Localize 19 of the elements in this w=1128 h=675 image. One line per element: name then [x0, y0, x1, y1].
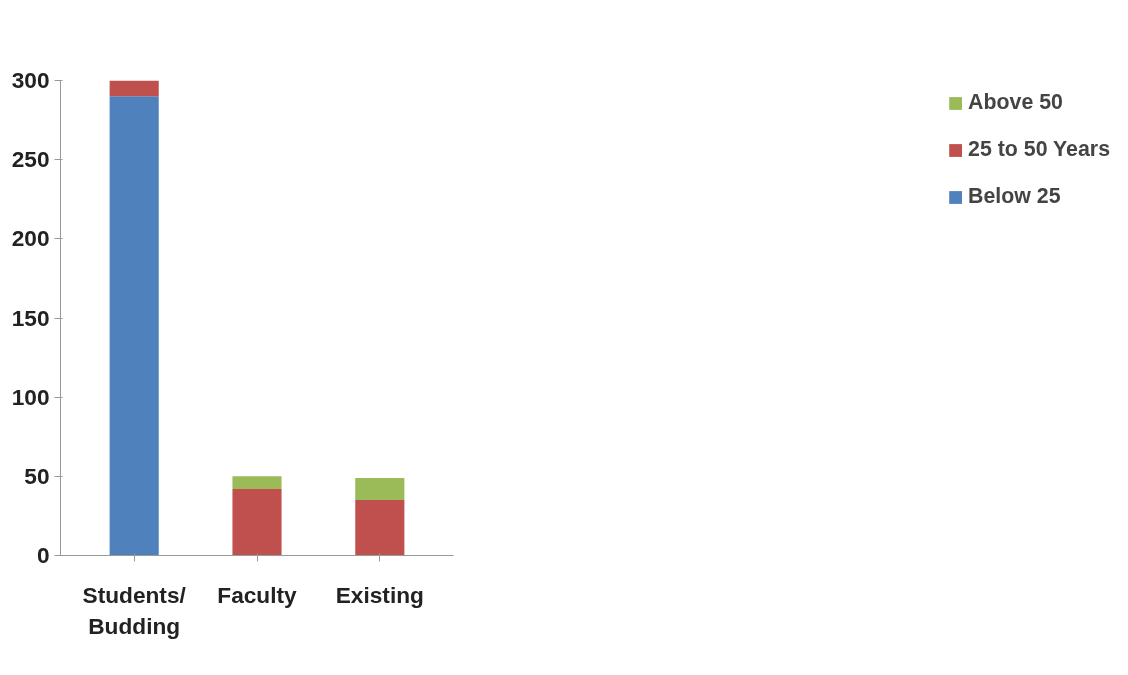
legend-label: Above 50 [968, 90, 1063, 115]
y-tick-label: 200 [11, 225, 50, 252]
legend-label: Below 25 [968, 184, 1061, 209]
bar [232, 476, 282, 489]
y-tick-label: 300 [11, 67, 50, 93]
y-tick-label: 250 [11, 146, 50, 173]
y-tick-label: 50 [24, 462, 50, 489]
y-tick-label: 0 [36, 542, 50, 568]
x-tick-label: Students/ Budding [82, 581, 187, 639]
bar [355, 500, 405, 556]
bar [232, 489, 282, 556]
y-tick-label: 100 [11, 383, 50, 410]
bar [109, 96, 159, 556]
bar [109, 80, 159, 97]
x-tick-label: Faculty [217, 581, 298, 608]
y-tick-label: 150 [11, 304, 50, 331]
legend-label: 25 to 50 Years [968, 137, 1110, 162]
x-tick-label: Existing [335, 581, 424, 608]
bar [355, 477, 405, 501]
